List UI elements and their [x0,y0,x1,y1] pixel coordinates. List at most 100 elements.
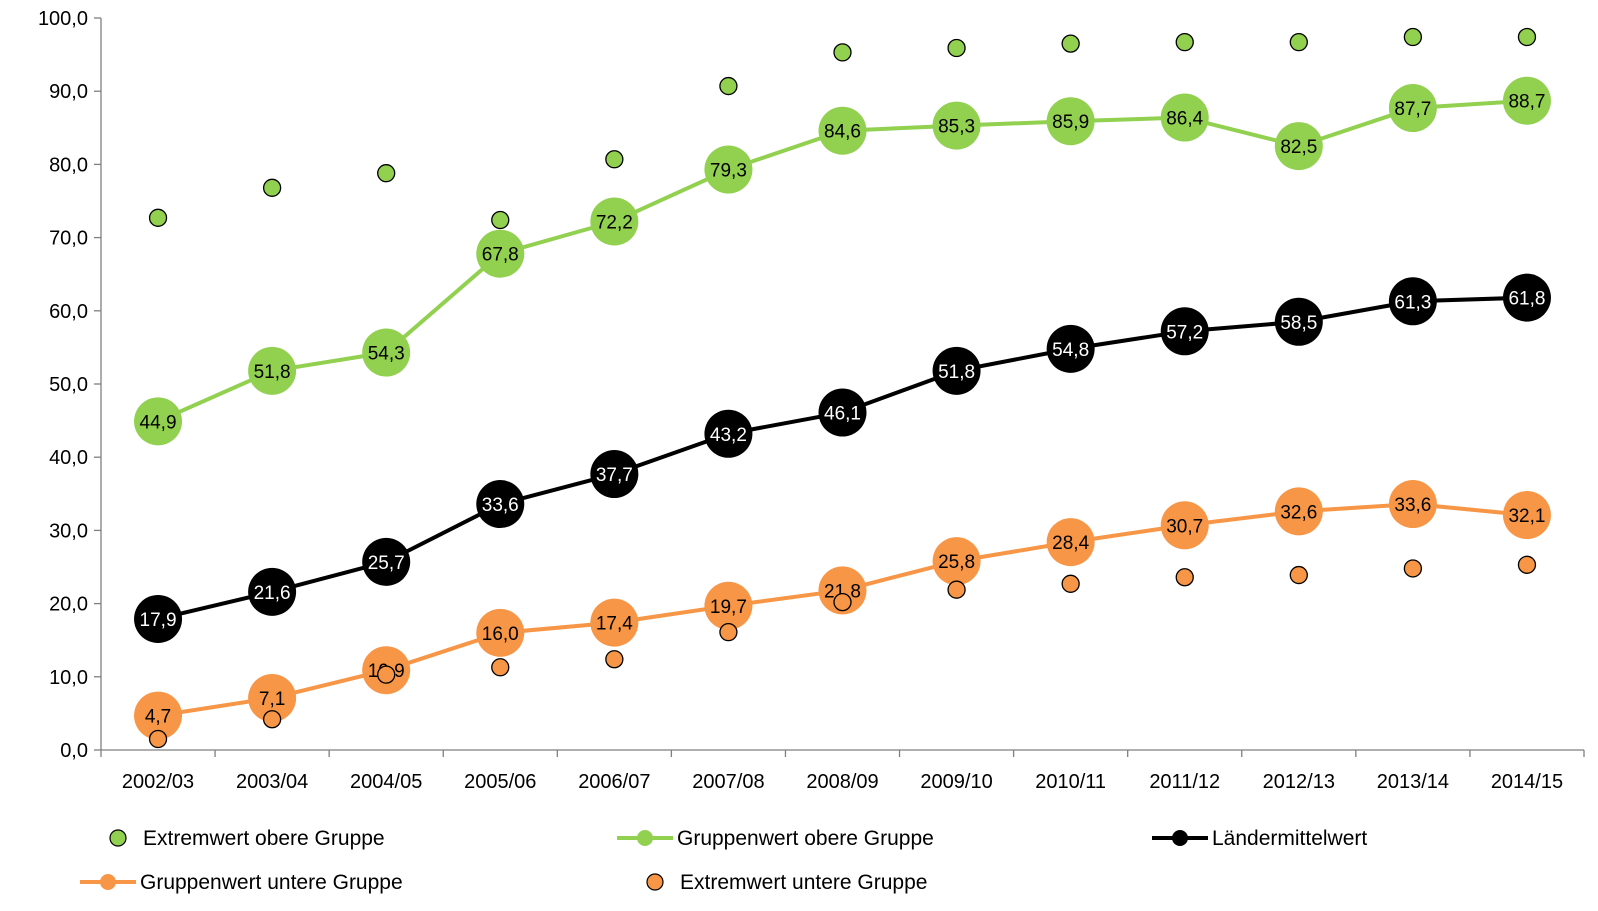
data-label-country_mean: 25,7 [368,553,405,574]
legend-marker-group_upper [637,830,653,846]
data-point-group_upper [704,145,753,194]
data-point-group_upper [134,397,183,446]
data-point-extreme_lower [491,658,510,677]
data-point-extreme_lower [947,580,966,599]
data-label-country_mean: 46,1 [824,404,861,425]
data-point-extreme_lower [605,650,624,669]
y-tick-label: 70,0 [49,228,88,250]
y-tick-label: 10,0 [49,667,88,689]
data-point-group_upper [818,106,867,155]
data-point-country_mean [932,346,981,395]
series-markers [134,76,1551,740]
data-label-group_lower: 30,7 [1166,516,1203,537]
data-point-group_lower [1160,501,1209,550]
data-point-extreme_upper [947,38,966,58]
data-point-country_mean [1274,297,1323,346]
data-point-extreme_upper [491,210,510,230]
data-point-group_upper [932,101,981,150]
data-label-group_upper: 54,3 [368,344,405,365]
data-point-group_lower [1502,491,1551,540]
x-tick-label: 2011/12 [1149,771,1220,793]
y-tick-label: 0,0 [60,740,88,762]
data-point-extreme_upper [1517,27,1537,47]
data-point-extreme_lower [719,622,738,642]
data-label-group_upper: 85,3 [938,117,975,138]
legend-label-extreme_lower: Extremwert untere Gruppe [680,871,927,894]
data-point-group_lower [134,691,183,740]
x-tick-label: 2004/05 [350,771,422,793]
data-point-group_upper [362,328,411,377]
data-point-country_mean [362,537,411,586]
data-point-extreme_upper [262,178,282,197]
y-tick-label: 60,0 [49,301,88,323]
data-point-group_lower [1274,487,1323,536]
data-label-group_lower: 7,1 [259,689,285,710]
x-tick-label: 2007/08 [692,771,764,793]
data-point-country_mean [476,480,525,529]
data-point-group_lower [1046,518,1095,567]
y-tick-label: 90,0 [49,81,88,103]
data-point-group_lower [932,537,981,586]
x-tick-label: 2010/11 [1035,771,1106,793]
data-label-group_upper: 51,8 [254,362,291,383]
x-tick-label: 2013/14 [1377,771,1449,793]
data-point-extreme_lower [377,665,396,684]
data-point-country_mean [704,409,753,458]
data-label-group_upper: 84,6 [824,122,861,143]
x-tick-label: 2009/10 [920,771,992,793]
data-point-group_upper [1160,93,1209,142]
legend-marker-extreme_upper [109,829,127,847]
data-point-country_mean [1502,273,1551,322]
data-point-extreme_upper [833,43,852,62]
data-point-extreme_upper [719,76,738,96]
data-label-country_mean: 17,9 [140,610,177,631]
data-label-group_lower: 4,7 [145,707,171,728]
y-tick-label: 20,0 [49,594,88,616]
data-label-group_upper: 67,8 [482,245,519,266]
y-tick-label: 100,0 [38,8,88,30]
y-tick-label: 80,0 [49,154,88,176]
data-point-extreme_upper [1403,27,1423,47]
data-label-group_upper: 72,2 [596,212,633,233]
data-point-country_mean [248,567,297,616]
data-point-extreme_lower [148,729,168,749]
legend-marker-extreme_lower [646,873,664,891]
data-point-extreme_lower [1061,574,1080,593]
legend-label-extreme_upper: Extremwert obere Gruppe [143,827,385,850]
x-tick-label: 2006/07 [578,771,650,793]
data-point-country_mean [818,388,867,437]
data-label-group_lower: 17,4 [596,614,633,635]
data-label-group_lower: 25,8 [938,552,975,573]
data-label-country_mean: 51,8 [938,362,975,383]
data-label-group_lower: 21,8 [824,581,861,602]
x-tick-label: 2012/13 [1263,771,1335,793]
data-label-group_lower: 32,6 [1280,502,1317,523]
data-point-country_mean [134,594,183,643]
legend-label-group_lower: Gruppenwert untere Gruppe [140,871,403,894]
axes: 0,0 10,0 20,0 30,0 40,0 50,0 60,0 70,0 80,0 90,0 1… [38,8,1585,793]
data-point-extreme_lower [1403,559,1423,578]
data-label-group_upper: 79,3 [710,161,747,182]
data-label-country_mean: 61,8 [1508,289,1545,310]
data-label-group_upper: 82,5 [1280,137,1317,158]
data-point-country_mean [590,450,639,499]
data-label-group_lower: 19,7 [710,597,747,618]
legend-marker-group_lower [100,874,116,890]
data-label-group_lower: 16,0 [482,624,519,645]
data-label-country_mean: 21,6 [254,583,291,604]
data-point-extreme_upper [377,164,396,183]
data-point-group_upper [476,229,525,278]
data-point-group_upper [248,346,297,395]
data-label-country_mean: 43,2 [710,425,747,446]
data-point-group_lower [590,598,639,647]
data-label-group_upper: 88,7 [1508,92,1545,113]
data-point-extreme_lower [1517,555,1537,574]
data-point-extreme_lower [262,710,282,729]
data-point-group_lower [476,608,525,657]
x-tick-label: 2003/04 [236,771,308,793]
data-point-country_mean [1160,307,1209,356]
data-point-extreme_upper [1061,34,1080,53]
data-label-country_mean: 37,7 [596,465,633,486]
data-label-group_lower: 32,1 [1508,506,1545,527]
